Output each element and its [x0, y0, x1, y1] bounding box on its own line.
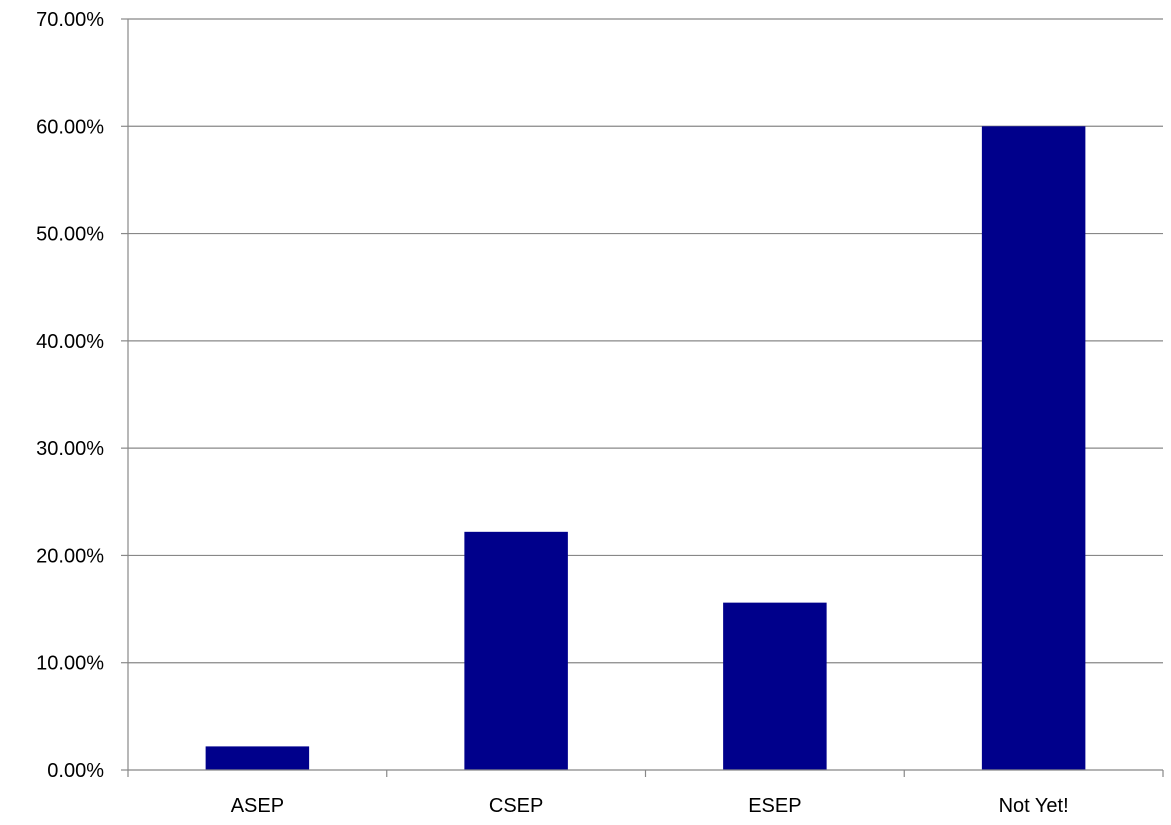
x-tick-label: ESEP — [748, 795, 801, 817]
x-tick-label: Not Yet! — [999, 795, 1069, 817]
y-tick-label: 70.00% — [36, 9, 104, 31]
y-tick-label: 20.00% — [36, 545, 104, 567]
bars — [205, 126, 1086, 771]
x-tick-label: ASEP — [231, 795, 284, 817]
y-tick-label: 40.00% — [36, 331, 104, 353]
y-tick-label: 60.00% — [36, 116, 104, 138]
bar-asep — [205, 746, 310, 770]
y-tick-label: 30.00% — [36, 438, 104, 460]
y-tick-label: 50.00% — [36, 224, 104, 246]
axes — [121, 18, 1164, 777]
x-tick-label: CSEP — [489, 795, 543, 817]
gridlines — [128, 18, 1163, 664]
bar-esep — [723, 602, 827, 770]
x-tick-labels: ASEP CSEP ESEP Not Yet! — [231, 795, 1069, 817]
bar-csep — [464, 531, 568, 770]
y-tick-label: 0.00% — [47, 760, 104, 782]
y-tick-labels: 0.00% 10.00% 20.00% 30.00% 40.00% 50.00% 60.00… — [36, 9, 104, 782]
y-tick-label: 10.00% — [36, 653, 104, 675]
bar-not-yet — [981, 126, 1086, 771]
